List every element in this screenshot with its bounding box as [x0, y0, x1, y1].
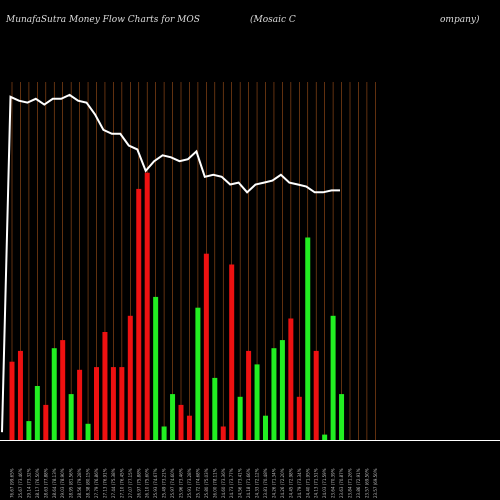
x-tick-label: 23.84 (71.26%: [348, 468, 353, 498]
bar-layer: [9, 172, 345, 440]
x-tick-label: 25.80 (75.03%: [204, 468, 209, 498]
money-flow-bar: [153, 296, 159, 440]
money-flow-bar: [144, 172, 150, 440]
money-flow-bar: [110, 367, 116, 440]
x-tick-label: 24.18 (71.66%: [246, 468, 251, 498]
money-flow-bar: [119, 367, 125, 440]
money-flow-bar: [195, 307, 201, 440]
x-tick-label: 25.49 (73.21%: [162, 468, 167, 498]
money-flow-bar: [43, 404, 49, 440]
x-tick-label: 24.56 (73.41%: [238, 468, 243, 498]
x-tick-label: 25.67 (73.46%: [18, 468, 23, 498]
money-flow-bar: [127, 315, 133, 440]
x-tick-label: 23.64 (70.39%: [331, 468, 336, 498]
x-tick-label: 28.17 (76.50%: [35, 468, 40, 498]
x-tick-label: 24.33 (72.12%: [255, 468, 260, 498]
x-tick-label: 26.00 (78.11%: [212, 468, 217, 498]
x-tick-label: 23.86 (72.91%: [356, 468, 361, 498]
x-tick-label: 25.91 (73.28%: [187, 468, 192, 498]
money-flow-bar: [68, 394, 74, 440]
money-flow-bar: [229, 264, 235, 440]
x-tick-label: 23.63 (70.87%: [339, 468, 344, 498]
x-tick-label: 29.03 (78.90%: [60, 468, 65, 498]
chart-title-mid: (Mosaic C: [250, 15, 296, 25]
x-tick-label: 27.10 (76.45%: [119, 468, 124, 498]
money-flow-bar: [237, 396, 243, 440]
x-tick-label: 24.26 (71.34%: [271, 468, 276, 498]
x-tick-label: 25.96 (73.46%: [179, 468, 184, 498]
money-flow-bar: [305, 237, 311, 440]
money-flow-bar: [34, 386, 40, 440]
x-tick-label: 24.40 (71.95%: [305, 468, 310, 498]
money-flow-bar: [279, 340, 285, 440]
money-flow-bar: [161, 426, 167, 440]
x-tick-label: 28.56 (79.28%: [77, 468, 82, 498]
price-line: [1, 93, 340, 433]
x-tick-label: 26.10 (75.60%: [145, 468, 150, 498]
money-flow-bar: [60, 340, 66, 440]
money-flow-bar: [220, 426, 226, 440]
money-flow-bar: [203, 253, 209, 440]
money-flow-bar: [296, 396, 302, 440]
x-tick-label: 27.07 (77.15%: [128, 468, 133, 498]
money-flow-bar: [85, 423, 91, 440]
money-flow-bar: [263, 415, 268, 440]
money-flow-bar: [246, 350, 252, 440]
x-tick-label: 76.67 (99.65%: [10, 468, 15, 498]
money-flow-bar: [186, 415, 192, 440]
money-flow-bar: [212, 377, 218, 440]
money-flow-bar: [313, 350, 319, 440]
money-flow-bar: [170, 394, 176, 440]
x-tick-label: 27.44 (75.38%: [111, 468, 116, 498]
x-tick-label: 24.03 (71.59%: [322, 468, 327, 498]
tick-layer: 76.67 (99.65% 25.67 (73.46% 29.14 (73.32% 2…: [10, 468, 378, 498]
chart-title: MunafaSutra Money Flow Charts for MOS (M…: [0, 0, 500, 40]
chart-title-left: MunafaSutra Money Flow Charts for MOS: [6, 15, 200, 25]
x-tick-label: 27.13 (76.91%: [102, 468, 107, 498]
money-flow-bar: [271, 348, 277, 440]
money-flow-bar: [17, 350, 23, 440]
x-tick-label: 24.73 (73.77%: [229, 468, 234, 498]
money-flow-bar: [330, 315, 336, 440]
x-tick-label: 23.57 (69.50%: [373, 468, 378, 498]
money-flow-bar: [339, 394, 345, 440]
x-tick-label: 24.13 (71.51%: [314, 468, 319, 498]
money-flow-bar: [9, 361, 15, 440]
money-flow-bar: [77, 369, 83, 440]
grid-layer: [11, 82, 376, 440]
money-flow-bar: [102, 332, 108, 440]
x-tick-label: 29.14 (73.32%: [26, 468, 31, 498]
x-tick-label: 26.97 (75.88%: [136, 468, 141, 498]
x-tick-label: 28.64 (78.13%: [52, 468, 57, 498]
x-tick-label: 23.57 (69.50%: [364, 468, 369, 498]
x-tick-label: 27.79 (76.86%: [94, 468, 99, 498]
x-tick-label: 23.81 (70.48%: [263, 468, 268, 498]
money-flow-bar: [26, 421, 32, 440]
x-tick-label: 24.45 (72.98%: [288, 468, 293, 498]
x-tick-label: 25.97 (74.60%: [170, 468, 175, 498]
x-tick-label: 25.72 (74.68%: [195, 468, 200, 498]
money-flow-bar: [178, 404, 184, 440]
x-tick-label: 24.26 (72.20%: [280, 468, 285, 498]
money-flow-bar: [288, 318, 294, 440]
x-tick-label: 24.60 (73.36%: [221, 468, 226, 498]
chart-title-right: ompany): [440, 15, 480, 25]
money-flow-bar: [136, 188, 142, 440]
money-flow-bar: [94, 367, 99, 440]
x-tick-label: 28.63 (77.88%: [43, 468, 48, 498]
money-flow-bar: [254, 364, 260, 440]
x-tick-label: 24.79 (73.34%: [297, 468, 302, 498]
x-tick-label: 28.95 (81.56%: [69, 468, 74, 498]
x-tick-label: 25.93 (74.67%: [153, 468, 158, 498]
money-flow-bar: [51, 348, 57, 440]
money-flow-bar: [322, 434, 328, 440]
x-tick-label: 28.38 (80.15%: [86, 468, 91, 498]
